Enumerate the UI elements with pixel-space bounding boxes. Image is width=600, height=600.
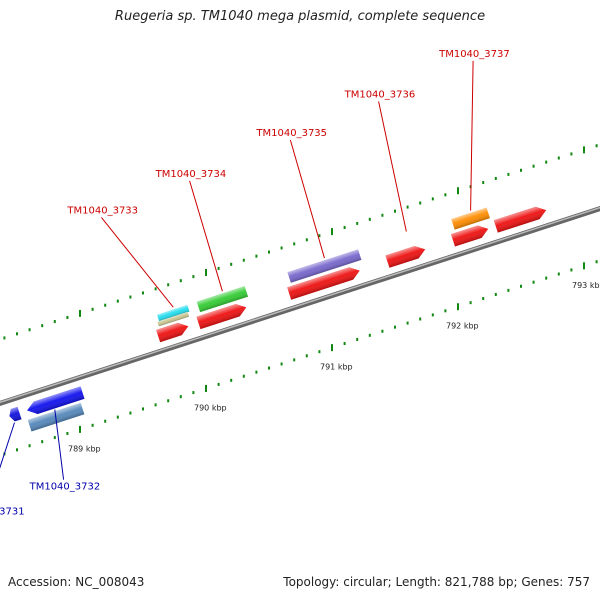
reverse-gene-arrow-shade [27,386,85,414]
reverse-gene-label: TM1040_3731 [0,506,25,517]
forward-cog-block-shade [287,249,362,283]
reverse-gene-arrow-shade [9,406,22,422]
scale-tick-label: 791 kbp [320,363,353,372]
scale-tick-label: 789 kbp [68,444,101,453]
forward-cds-arrow-shade [196,304,247,330]
reverse-gene-arrow [27,386,85,414]
forward-cog-block [287,249,362,283]
forward-cds-arrow [196,304,247,330]
forward-cog-block-secondary [157,311,190,327]
forward-cds-arrow [450,225,489,247]
forward-label-leader [378,101,407,232]
forward-cds-arrow [385,245,426,268]
forward-cds-arrow-shade [450,225,489,247]
reverse-gene-label: TM1040_3732 [29,482,101,493]
scale-tick-label: 792 kbp [446,322,479,331]
forward-label-leader [101,217,174,308]
cds-arrow-shade [493,206,547,233]
forward-gene-label: TM1040_3736 [344,90,416,101]
forward-cog-block-shade [196,286,249,313]
forward-gene-label: TM1040_3733 [66,205,138,216]
map-title: Ruegeria sp. TM1040 mega plasmid, comple… [114,9,486,24]
cds-arrow [493,206,547,233]
reverse-gene-arrow [9,406,22,422]
forward-cog-block-secondary-shade [157,311,190,327]
forward-cog-block [451,207,490,230]
forward-gene-label: TM1040_3735 [255,128,327,139]
forward-gene-label: TM1040_3737 [438,49,510,60]
reverse-label-leader [54,409,65,480]
forward-cds-arrow-shade [156,322,189,343]
topology-summary: Topology: circular; Length: 821,788 bp; … [283,575,590,589]
forward-label-leader [189,180,223,292]
forward-cog-block [196,286,249,313]
scale-tick-label: 793 kbp [572,281,600,290]
forward-cds-arrow-shade [385,245,426,268]
forward-cog-block [157,304,190,322]
forward-cds-arrow [156,322,189,343]
reverse-label-leader [0,422,15,469]
gene-layer [9,206,547,432]
forward-cds-arrow-shade [287,267,360,300]
forward-cog-block-shade [451,207,490,230]
forward-gene-label: TM1040_3734 [155,169,227,180]
forward-cog-block-shade [157,304,190,322]
label-layer: TM1040_3728TM1040_3729TM1040_3730TM1040_… [0,49,510,517]
forward-label-leader [289,140,325,259]
forward-label-leader [470,60,474,211]
accession-text: Accession: NC_008043 [8,575,145,589]
scale-tick-label: 790 kbp [194,404,227,413]
forward-cds-arrow [287,267,360,300]
